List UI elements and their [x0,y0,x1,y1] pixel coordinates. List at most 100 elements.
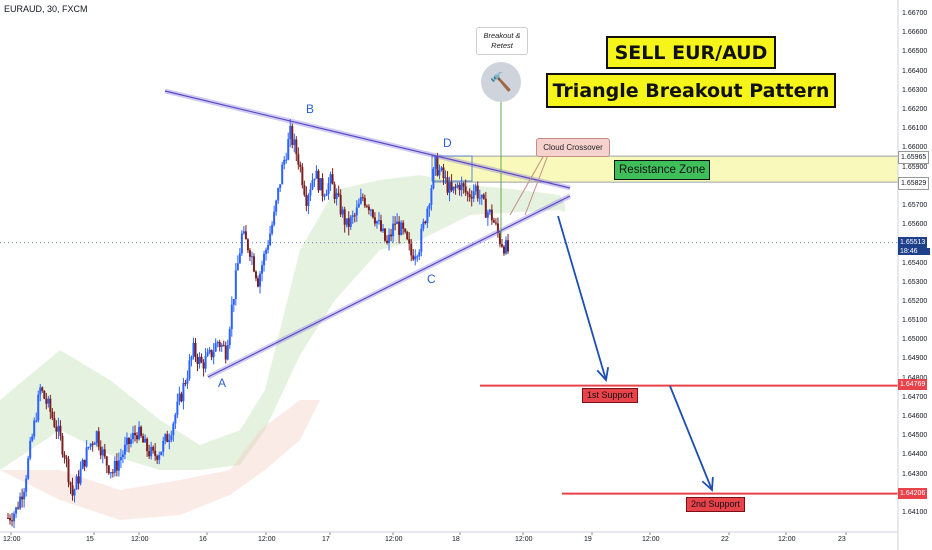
candle-body [428,204,431,209]
candle-body [29,440,32,459]
candle-body [275,200,278,212]
symbol-label[interactable]: EURAUD, 30, FXCM [4,4,88,14]
candle-body [69,482,72,486]
time-tick: 17 [322,536,330,543]
candle-body [323,195,326,197]
price-tick: 1.64700 [902,393,928,401]
candle-body [313,178,316,181]
candle-body [89,443,92,447]
candle-body [186,378,189,384]
candle-body [51,411,54,418]
candle-body [345,218,348,225]
candle-body [289,125,292,140]
candle-body [142,436,145,443]
point-a-label: A [218,376,227,390]
cloud-crossover-pointer [524,154,549,216]
price-tick: 1.65600 [902,221,928,229]
candle-body [361,197,364,199]
resistance-top-price-tag: 1.65965 [898,151,930,164]
candle-body [486,212,489,218]
projection-arrow-2 [669,385,713,491]
price-tick: 1.66000 [902,144,928,152]
upper-trendline [164,90,571,189]
projection-arrow-1 [557,215,607,381]
time-tick: 12:00 [3,536,21,543]
candle-body [41,387,44,391]
candle-body [448,182,451,193]
candle-body [172,423,175,436]
candle-body [91,443,94,445]
candle-body [442,167,445,178]
candle-body [502,246,505,254]
candle-body [434,156,437,169]
candle-body [39,387,42,395]
candle-body [67,459,70,483]
time-tick: 12:00 [258,536,276,543]
candle-body [369,209,372,211]
candle-body [164,434,167,441]
candle-body [218,341,221,347]
candle-body [388,234,391,243]
candle-body [450,182,453,191]
cloud-crossover-label: Cloud Crossover [536,138,610,157]
candle-body [291,125,294,145]
candle-body [446,177,449,193]
candle-body [321,178,324,197]
candle-body [402,222,405,229]
candle-body [85,447,88,467]
candle-body [277,188,280,201]
candle-body [382,228,384,231]
candle-body [103,449,106,457]
candle-body [144,438,147,443]
candle-body [238,253,241,264]
time-tick: 15 [86,536,94,543]
candle-body [136,435,139,440]
candle-body [176,401,179,415]
candle-body [488,209,491,213]
candle-body [335,193,338,199]
candle-body [196,357,199,365]
candle-body [305,194,308,206]
candle-body [23,491,26,500]
candle-body [81,459,84,470]
candle-body [105,456,108,466]
hammer-icon[interactable]: 🔨 [481,62,521,102]
candle-body [7,517,9,519]
candle-body [357,203,360,208]
candle-body [271,224,274,234]
price-tick: 1.64400 [902,451,928,459]
candle-body [99,446,102,456]
candle-body [216,341,219,344]
candle-body [454,186,457,188]
candle-body [162,440,165,452]
candle-body [158,454,161,460]
ichimoku-cloud [0,175,565,520]
candle-body [123,444,126,455]
candle-body [254,271,257,279]
candle-body [59,425,62,436]
candle-body [25,478,28,492]
candle-body [482,194,485,199]
resistance-bottom-price-tag: 1.65829 [898,177,930,190]
candle-body [210,349,213,358]
candle-body [375,221,378,224]
candle-body [476,185,479,199]
candle-body [410,243,413,256]
time-tick: 12:00 [515,536,533,543]
candle-body [43,390,46,399]
candle-body [371,209,374,218]
candle-body [132,432,134,440]
candle-body [408,239,411,244]
candle-body [484,198,487,218]
price-tick: 1.66400 [902,67,928,75]
candle-body [386,240,389,243]
candle-body [456,185,459,188]
candle-body [460,183,463,191]
candle-body [107,465,110,474]
candle-body [390,234,393,237]
candle-body [295,139,298,155]
candle-body [252,256,255,272]
candle-body [101,449,104,456]
candle-body [194,342,197,358]
candle-body [317,170,320,191]
